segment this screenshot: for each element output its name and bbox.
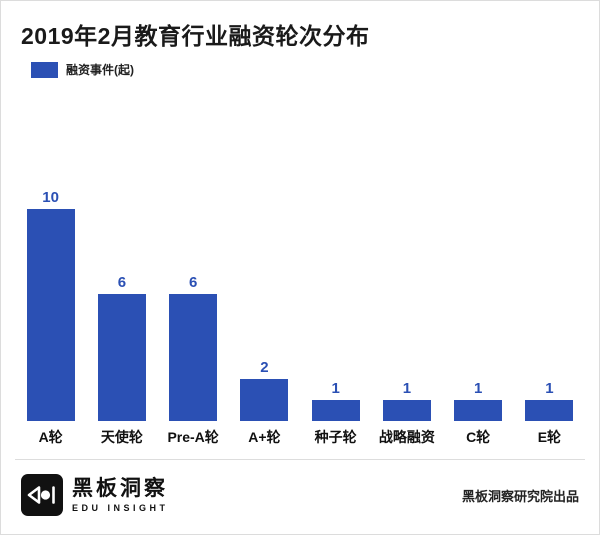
brand-text: 黑板洞察 EDU INSIGHT — [72, 477, 169, 513]
bar-value-label: 6 — [188, 274, 198, 291]
footer-divider — [15, 459, 585, 460]
brand-name: 黑板洞察 — [72, 476, 168, 500]
bar-column: 1 C轮 — [443, 380, 514, 446]
bar-value-label: 1 — [473, 380, 483, 397]
bar-column: 2 A+轮 — [229, 359, 300, 446]
bar-value-label: 1 — [545, 380, 554, 397]
bar-category-label: C轮 — [466, 429, 491, 445]
brand-subtitle: EDU INSIGHT — [72, 503, 169, 514]
bar-category-label: E轮 — [537, 429, 562, 445]
bar-value-label: 10 — [42, 189, 59, 206]
legend: 融资事件(起) — [31, 61, 134, 78]
bar-column: 10 A轮 — [15, 189, 86, 446]
bar-value-label: 1 — [402, 380, 412, 397]
bar-value-label: 6 — [117, 274, 127, 291]
bar-category-label: A+轮 — [248, 429, 281, 445]
bar-column: 6 天使轮 — [86, 274, 157, 446]
bar-value-label: 1 — [331, 380, 340, 397]
bar — [311, 400, 360, 421]
bar-column: 1 种子轮 — [300, 380, 371, 446]
bar-category-label: 天使轮 — [100, 429, 143, 445]
bar-category-label: Pre-A轮 — [167, 429, 219, 445]
legend-label: 融资事件(起) — [66, 63, 134, 77]
bar-category-label: A轮 — [38, 429, 63, 445]
bar-column: 1 E轮 — [514, 380, 585, 446]
bar — [240, 379, 289, 421]
brand-logo-icon — [21, 474, 63, 516]
bar-chart: 10 A轮 6 天使轮 6 Pre-A轮 2 A+轮 1 种子轮 1 战略融资 1 C轮 1 E轮 — [15, 189, 585, 446]
bar — [454, 400, 503, 421]
footer-credit: 黑板洞察研究院出品 — [461, 488, 579, 504]
bar-category-label: 战略融资 — [378, 429, 435, 445]
bar — [525, 400, 574, 421]
bar — [26, 209, 75, 421]
bar — [97, 294, 146, 421]
bar-category-label: 种子轮 — [314, 429, 357, 445]
chart-title: 2019年2月教育行业融资轮次分布 — [21, 23, 370, 49]
legend-swatch — [31, 61, 58, 78]
bar-value-label: 2 — [260, 359, 269, 376]
bar — [382, 400, 431, 421]
bar-column: 1 战略融资 — [371, 380, 442, 446]
bar-column: 6 Pre-A轮 — [158, 274, 229, 446]
brand: 黑板洞察 EDU INSIGHT — [21, 474, 169, 516]
footer: 黑板洞察 EDU INSIGHT 黑板洞察研究院出品 — [21, 468, 579, 522]
bar — [169, 294, 218, 421]
